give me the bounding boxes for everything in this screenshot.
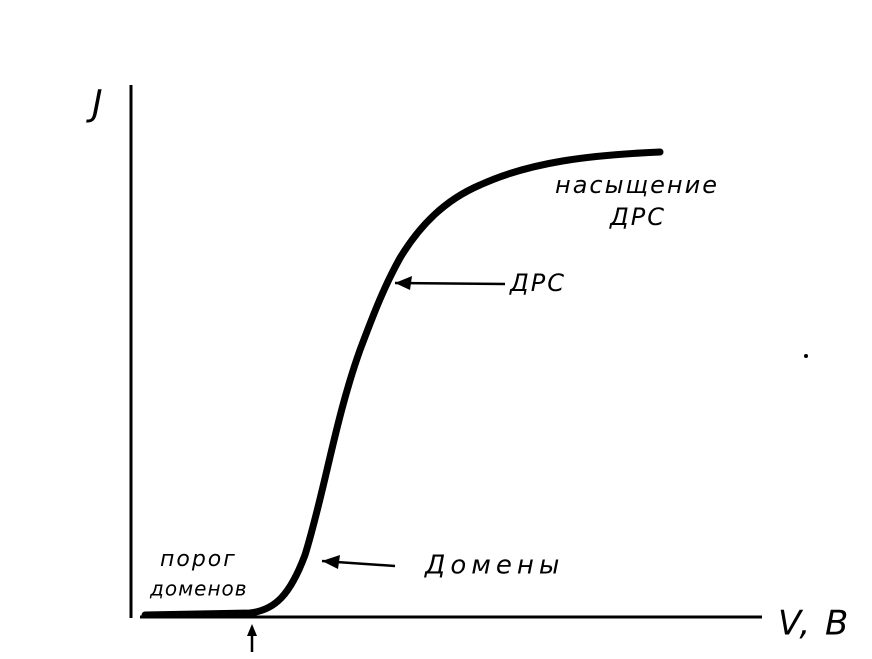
speck — [804, 354, 808, 358]
annotation: ДРС — [509, 269, 566, 297]
annotation: доменов — [149, 577, 248, 601]
arrow-head — [395, 276, 412, 290]
annotation: порог — [160, 547, 237, 572]
characteristic-curve — [141, 148, 664, 619]
annotation: Домены — [424, 551, 564, 581]
arrow-head — [322, 555, 340, 569]
annotation: ДРС — [609, 203, 666, 231]
annotation: насыщение — [555, 171, 719, 199]
arrow-drs — [394, 281, 506, 286]
x-axis-label: V, B — [778, 604, 850, 644]
arrow-head — [247, 624, 257, 636]
